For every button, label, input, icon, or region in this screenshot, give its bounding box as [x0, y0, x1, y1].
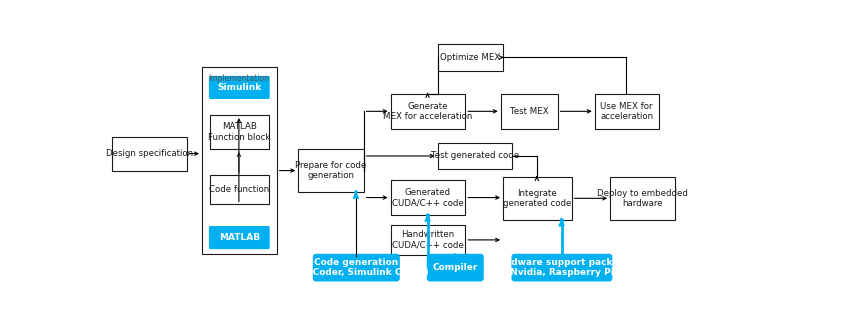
Text: Integrate
generated code: Integrate generated code — [503, 189, 572, 208]
Text: Deploy to embedded
hardware: Deploy to embedded hardware — [597, 189, 688, 208]
Text: Compiler: Compiler — [432, 263, 478, 272]
FancyBboxPatch shape — [511, 254, 612, 281]
Text: Handwritten
CUDA/C++ code: Handwritten CUDA/C++ code — [392, 230, 463, 250]
Bar — [500, 93, 558, 129]
Text: MATLAB
Function block: MATLAB Function block — [208, 122, 271, 142]
Text: Test MEX: Test MEX — [510, 107, 548, 116]
Bar — [209, 175, 269, 204]
FancyBboxPatch shape — [426, 254, 484, 281]
Text: Implementation: Implementation — [209, 73, 269, 83]
FancyBboxPatch shape — [313, 254, 399, 281]
Text: Generate
MEX for acceleration: Generate MEX for acceleration — [383, 102, 473, 121]
Text: Code function: Code function — [209, 185, 269, 194]
Bar — [610, 177, 675, 220]
Text: Optimize MEX: Optimize MEX — [440, 53, 500, 62]
Text: Prepare for code
generation: Prepare for code generation — [295, 161, 367, 180]
Text: MATLAB: MATLAB — [219, 233, 260, 242]
Bar — [112, 137, 187, 170]
Text: Use MEX for
acceleration: Use MEX for acceleration — [600, 102, 653, 121]
FancyBboxPatch shape — [209, 226, 270, 249]
Text: Code generation
(GPU Coder, Simulink Coder): Code generation (GPU Coder, Simulink Cod… — [284, 258, 429, 277]
Bar — [503, 177, 572, 220]
Text: Simulink: Simulink — [217, 83, 262, 92]
Bar — [209, 115, 269, 149]
Text: Test generated code: Test generated code — [431, 151, 519, 161]
Bar — [202, 67, 277, 254]
Bar — [437, 44, 503, 71]
Bar — [437, 143, 512, 169]
Bar — [595, 93, 659, 129]
Bar — [390, 225, 465, 255]
FancyBboxPatch shape — [209, 76, 270, 99]
Text: Design specification: Design specification — [106, 149, 193, 158]
Text: Hardware support package
(Nvidia, Raspberry Pi): Hardware support package (Nvidia, Raspbe… — [493, 258, 631, 277]
Bar — [299, 149, 363, 192]
Text: Generated
CUDA/C++ code: Generated CUDA/C++ code — [392, 188, 463, 207]
Bar — [390, 180, 465, 215]
Bar — [390, 93, 465, 129]
